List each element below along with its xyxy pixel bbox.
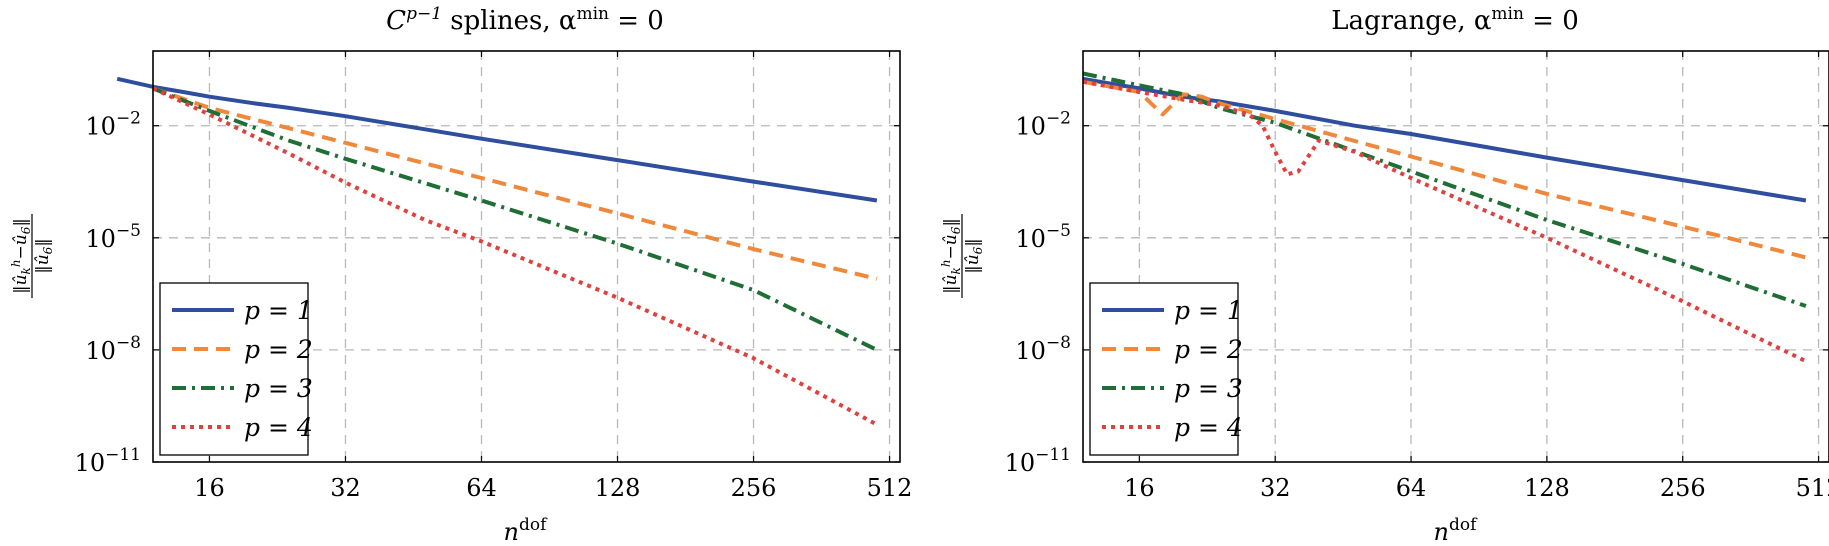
- legend-label-p4: p = 4: [244, 413, 313, 442]
- chart-title: Lagrange, αmin = 0: [1331, 4, 1579, 36]
- y-tick-label: 10−8: [1015, 333, 1071, 365]
- legend-label-p3: p = 3: [244, 374, 313, 403]
- legend: p = 1 p = 2 p = 3 p = 4: [159, 282, 313, 456]
- x-tick-label: 32: [330, 474, 361, 502]
- plot-area-frame: [1082, 50, 1829, 463]
- legend-label-p3: p = 3: [1174, 374, 1243, 403]
- y-axis-label: ‖ûkh−û6‖ ‖û6‖: [9, 214, 55, 298]
- x-tick-label: 64: [466, 474, 497, 502]
- x-tick-label: 128: [1524, 474, 1570, 502]
- svg-text:‖ûkh−û6‖: ‖ûkh−û6‖: [939, 218, 963, 294]
- svg-text:‖ûkh−û6‖: ‖ûkh−û6‖: [9, 218, 33, 294]
- legend-label-p2: p = 2: [1174, 335, 1243, 364]
- svg-text:‖û6‖: ‖û6‖: [33, 238, 55, 274]
- y-tick-label: 10−11: [75, 445, 141, 477]
- x-tick-label: 16: [194, 474, 225, 502]
- chart-title: Cp−1 splines, αmin = 0: [386, 4, 664, 36]
- series-layer: [1082, 71, 1807, 363]
- series-line-p4: [152, 86, 878, 427]
- legend-label-p1: p = 1: [244, 296, 313, 325]
- x-axis-label: ndof: [1434, 515, 1479, 546]
- y-tick-label: 10−5: [85, 221, 141, 253]
- series-line-p2: [1082, 79, 1807, 260]
- series-layer: [116, 76, 878, 427]
- legend-label-p2: p = 2: [244, 335, 313, 364]
- tick-layer: 16 32 64 128 256 512 10−2 10−5 10−8 10−11: [1005, 51, 1829, 502]
- x-tick-label: 256: [731, 474, 777, 502]
- legend: p = 1 p = 2 p = 3 p = 4: [1089, 282, 1243, 456]
- series-line-p3: [1082, 71, 1807, 308]
- series-line-p3: [152, 86, 878, 352]
- y-tick-label: 10−8: [85, 333, 141, 365]
- series-line-p1: [1082, 76, 1807, 203]
- y-tick-label: 10−11: [1005, 445, 1071, 477]
- x-tick-label: 512: [867, 474, 913, 502]
- grid: [153, 51, 900, 462]
- x-tick-label: 128: [595, 474, 641, 502]
- x-tick-label: 256: [1660, 474, 1706, 502]
- plot-area-frame: [152, 50, 901, 463]
- svg-text:‖û6‖: ‖û6‖: [963, 238, 985, 274]
- legend-label-p1: p = 1: [1174, 296, 1243, 325]
- x-tick-label: 512: [1796, 474, 1829, 502]
- series-line-p2: [152, 86, 878, 281]
- x-axis-label: ndof: [504, 515, 549, 546]
- y-tick-label: 10−2: [85, 109, 141, 141]
- x-tick-label: 16: [1124, 474, 1155, 502]
- series-line-p1: [116, 76, 878, 203]
- chart-panel-splines: Cp−1 splines, αmin = 0 16 32 64 128 256 512 10…: [9, 4, 912, 546]
- grid: [1083, 51, 1829, 462]
- x-tick-label: 64: [1396, 474, 1427, 502]
- chart-panel-lagrange: Lagrange, αmin = 0 16 32 64 128 256 512 10−2 10…: [939, 4, 1829, 546]
- series-line-p4: [1082, 79, 1807, 363]
- tick-layer: 16 32 64 128 256 512 10−2 10−5 10−8 10−11: [75, 51, 913, 502]
- y-tick-label: 10−2: [1015, 109, 1071, 141]
- legend-label-p4: p = 4: [1174, 413, 1243, 442]
- y-axis-label: ‖ûkh−û6‖ ‖û6‖: [939, 214, 985, 298]
- y-tick-label: 10−5: [1015, 221, 1071, 253]
- x-tick-label: 32: [1260, 474, 1291, 502]
